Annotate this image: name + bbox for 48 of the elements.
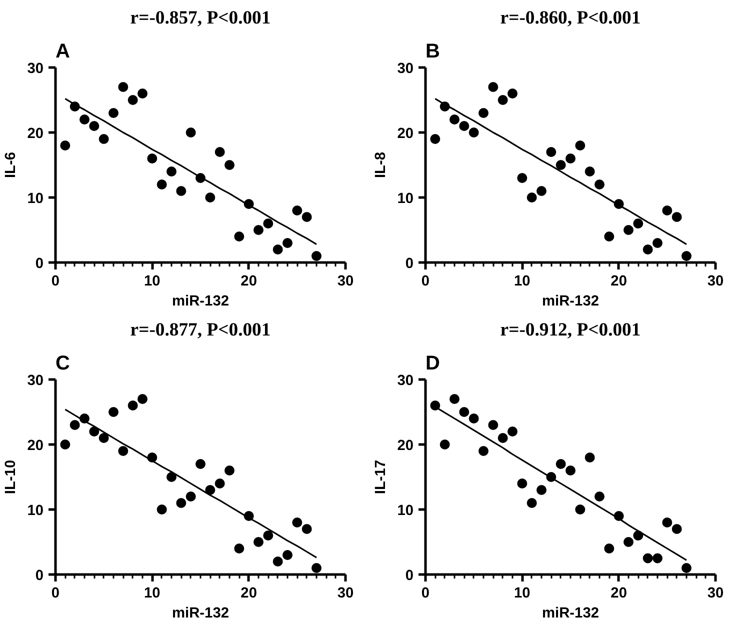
- x-tick-label: 20: [240, 586, 257, 602]
- x-tick-label: 30: [337, 274, 354, 290]
- y-axis-title: IL-10: [3, 460, 20, 494]
- y-tick-label: 30: [27, 373, 44, 389]
- y-tick-label: 0: [35, 256, 44, 272]
- text: D: [426, 352, 440, 374]
- y-axis-title: IL-6: [3, 152, 20, 178]
- y-tick-label: 0: [405, 256, 414, 272]
- y-axis-title: IL-17: [373, 460, 390, 494]
- y-tick-label: 20: [397, 126, 414, 142]
- text: C: [56, 352, 70, 374]
- x-tick-label: 30: [707, 586, 724, 602]
- y-tick-label: 10: [27, 191, 44, 207]
- x-axis-title: miR-132: [172, 294, 230, 310]
- y-tick-label: 10: [27, 503, 44, 519]
- text: B: [426, 40, 440, 62]
- y-tick-label: 0: [35, 568, 44, 584]
- chart-title: r=-0.877, P<0.001: [130, 320, 271, 340]
- x-tick-label: 20: [610, 586, 627, 602]
- y-tick-label: 20: [27, 126, 44, 142]
- chart-title: r=-0.912, P<0.001: [500, 320, 641, 340]
- x-tick-label: 0: [421, 586, 430, 602]
- y-tick-label: 30: [27, 61, 44, 77]
- y-tick-label: 20: [27, 438, 44, 454]
- x-axis-title: miR-132: [542, 294, 600, 310]
- y-tick-label: 0: [405, 568, 414, 584]
- y-tick-label: 30: [397, 61, 414, 77]
- x-tick-label: 30: [707, 274, 724, 290]
- x-tick-label: 10: [144, 586, 160, 602]
- x-tick-label: 0: [51, 586, 60, 602]
- x-tick-label: 10: [514, 274, 530, 290]
- text: A: [56, 40, 70, 62]
- x-tick-label: 0: [51, 274, 60, 290]
- y-tick-label: 30: [397, 373, 414, 389]
- x-axis-title: miR-132: [172, 606, 230, 622]
- x-tick-label: 20: [240, 274, 257, 290]
- chart-title: r=-0.857, P<0.001: [130, 8, 271, 28]
- x-tick-label: 30: [337, 586, 354, 602]
- x-tick-label: 10: [514, 586, 530, 602]
- x-axis-title: miR-132: [542, 606, 600, 622]
- y-tick-label: 10: [397, 191, 414, 207]
- x-tick-label: 20: [610, 274, 627, 290]
- y-axis-title: IL-8: [373, 152, 390, 178]
- x-tick-label: 10: [144, 274, 160, 290]
- y-tick-label: 10: [397, 503, 414, 519]
- x-tick-label: 0: [421, 274, 430, 290]
- y-tick-label: 20: [397, 438, 414, 454]
- chart-title: r=-0.860, P<0.001: [500, 8, 641, 28]
